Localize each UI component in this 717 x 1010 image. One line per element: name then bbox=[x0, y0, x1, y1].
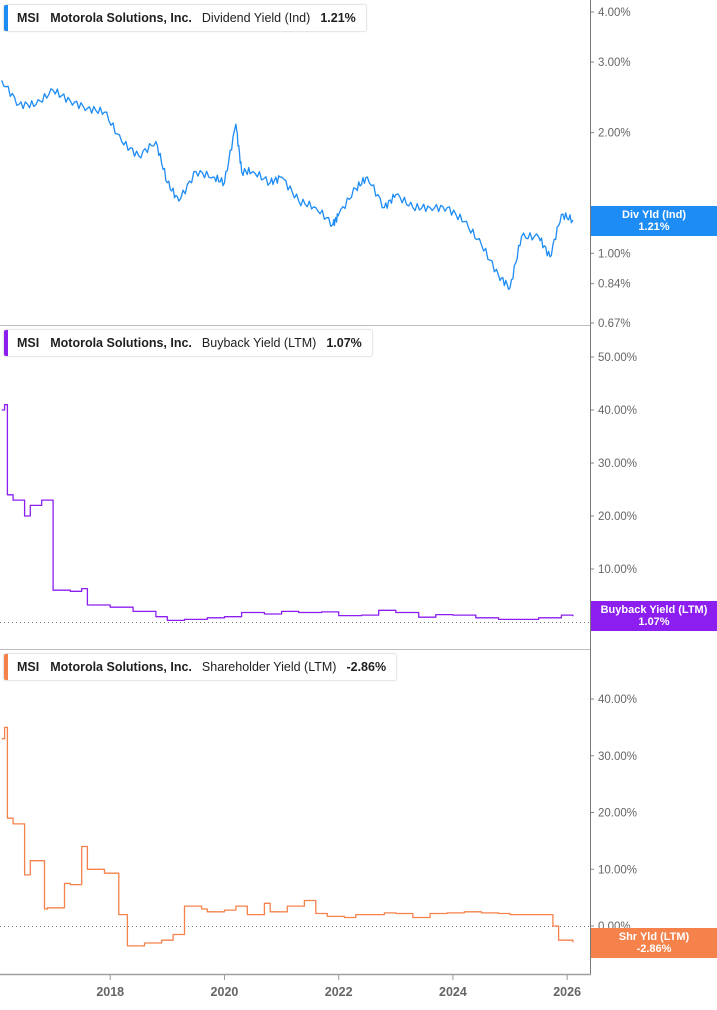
legend-ticker: MSI bbox=[17, 660, 40, 674]
x-tick-label: 2024 bbox=[439, 985, 467, 999]
legend-metric: Dividend Yield (Ind) bbox=[201, 11, 311, 25]
y-tick-label: 50.00% bbox=[598, 352, 637, 364]
legend-company: Motorola Solutions, Inc. bbox=[50, 11, 192, 25]
series-line bbox=[1, 80, 574, 291]
tag-label: Shr Yld (LTM) bbox=[618, 931, 690, 943]
x-tick-label: 2022 bbox=[325, 985, 353, 999]
y-tick-label: 3.00% bbox=[598, 57, 631, 69]
x-tick-label: 2026 bbox=[553, 985, 581, 999]
legend-company: Motorola Solutions, Inc. bbox=[50, 660, 192, 674]
legend-shareholder-yield: MSI Motorola Solutions, Inc. Shareholder… bbox=[3, 653, 398, 681]
y-tick-label: 30.00% bbox=[598, 458, 637, 470]
y-tick-label: 10.00% bbox=[598, 864, 637, 876]
x-tick-label: 2020 bbox=[211, 985, 239, 999]
y-tick-label: 2.00% bbox=[598, 128, 631, 140]
y-tick-label: 10.00% bbox=[598, 564, 637, 576]
tag-label: Div Yld (Ind) bbox=[622, 209, 686, 221]
y-tick-label: 0.84% bbox=[598, 279, 631, 291]
tag-value: 1.07% bbox=[638, 616, 670, 628]
legend-dividend-yield: MSI Motorola Solutions, Inc. Dividend Yi… bbox=[3, 4, 367, 32]
legend-company: Motorola Solutions, Inc. bbox=[50, 336, 192, 350]
legend-color-swatch bbox=[4, 5, 8, 31]
y-axis-ticks: 4.00% 3.00% 2.00% 1.00% 0.84% 0.67% 50.00% 40.0… bbox=[591, 7, 637, 933]
tag-label: Buyback Yield (LTM) bbox=[600, 604, 708, 616]
legend-value: 1.21% bbox=[320, 11, 356, 25]
legend-ticker: MSI bbox=[17, 11, 40, 25]
legend-value: -2.86% bbox=[346, 660, 387, 674]
y-tick-label: 40.00% bbox=[598, 405, 637, 417]
current-value-tag-shareholder: Shr Yld (LTM) -2.86% bbox=[591, 928, 717, 958]
current-value-tag-buyback: Buyback Yield (LTM) 1.07% bbox=[591, 601, 717, 631]
y-tick-label: 1.00% bbox=[598, 248, 631, 260]
legend-color-swatch bbox=[4, 654, 8, 680]
legend-metric: Buyback Yield (LTM) bbox=[201, 336, 317, 350]
y-tick-label: 0.67% bbox=[598, 318, 631, 330]
y-tick-label: 20.00% bbox=[598, 808, 637, 820]
current-value-tag-dividend: Div Yld (Ind) 1.21% bbox=[591, 206, 717, 236]
x-tick-label: 2018 bbox=[96, 985, 124, 999]
series-line bbox=[1, 726, 574, 947]
tag-value: -2.86% bbox=[636, 943, 672, 955]
legend-buyback-yield: MSI Motorola Solutions, Inc. Buyback Yie… bbox=[3, 329, 373, 357]
series-line bbox=[1, 404, 574, 622]
series-lines bbox=[1, 80, 574, 947]
y-tick-label: 4.00% bbox=[598, 7, 631, 19]
legend-color-swatch bbox=[4, 330, 8, 356]
y-tick-label: 20.00% bbox=[598, 511, 637, 523]
legend-value: 1.07% bbox=[326, 336, 362, 350]
y-tick-label: 40.00% bbox=[598, 694, 637, 706]
legend-metric: Shareholder Yield (LTM) bbox=[201, 660, 337, 674]
tag-value: 1.21% bbox=[638, 221, 670, 233]
y-tick-label: 30.00% bbox=[598, 751, 637, 763]
legend-ticker: MSI bbox=[17, 336, 40, 350]
x-axis-ticks: 2018 2020 2022 2024 2026 bbox=[96, 975, 581, 999]
